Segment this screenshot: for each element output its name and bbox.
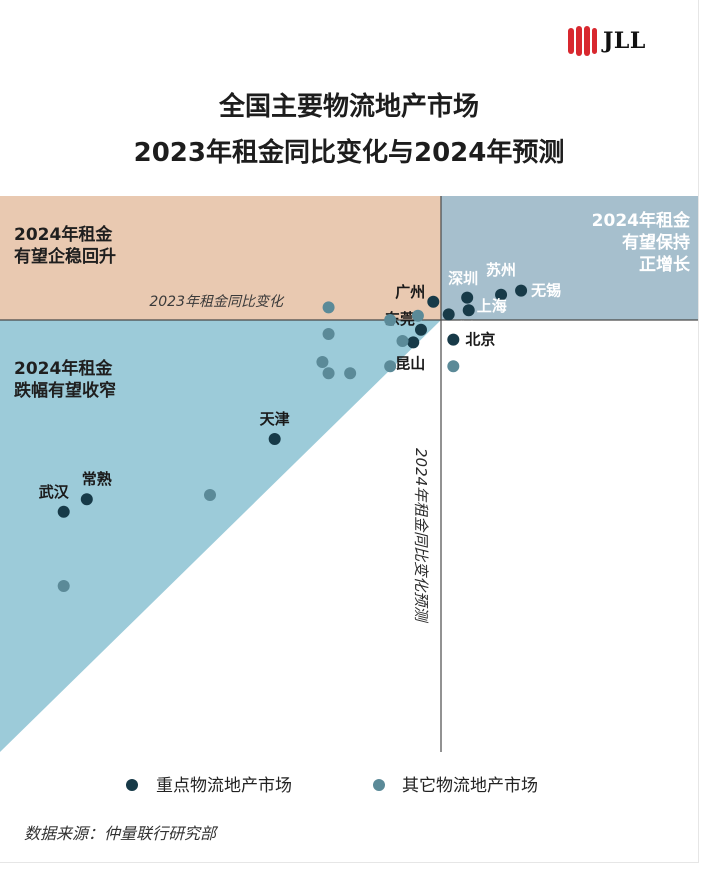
key-market-point: [515, 284, 528, 297]
key-market-point: [268, 433, 281, 445]
point-label: 苏州: [486, 261, 516, 279]
x-axis-label: 2023年租金同比变化: [149, 294, 285, 310]
other-market-point: [316, 356, 329, 368]
other-market-point: [384, 314, 397, 326]
quadrant-label-top-right-line: 正增长: [639, 254, 691, 275]
other-market-point: [396, 335, 409, 347]
other-market-point: [344, 367, 357, 380]
legend-key-dot: [126, 779, 138, 791]
point-label: 无锡: [530, 282, 561, 300]
key-market-point: [495, 288, 508, 301]
key-market-point: [461, 291, 474, 304]
quadrant-label-top-left: 2024年租金有望企稳回升: [14, 224, 116, 267]
quadrant-backgrounds: [0, 196, 698, 752]
point-label: 北京: [465, 331, 495, 349]
other-market-point: [322, 301, 335, 314]
other-market-point: [447, 360, 460, 373]
quadrant-label-top-left-line: 有望企稳回升: [14, 246, 116, 267]
scatter-plot: 2024年租金有望企稳回升2024年租金有望保持正增长2024年租金跌幅有望收窄…: [0, 196, 698, 796]
point-label: 成都: [453, 319, 483, 337]
quadrant-top-left: [0, 196, 441, 320]
other-market-point: [322, 367, 335, 380]
point-label: 昆山: [395, 354, 425, 372]
quadrant-label-top-left-line: 2024年租金: [14, 224, 113, 245]
jll-logo: JLL: [565, 24, 646, 58]
chart-card: JLL 全国主要物流地产市场 2023年租金同比变化与2024年预测 2024年…: [0, 0, 699, 863]
legend-other-label: 其它物流地产市场: [402, 776, 538, 796]
other-market-point: [384, 360, 397, 373]
other-market-point: [57, 580, 70, 592]
key-market-point: [57, 505, 70, 518]
chart-title: 全国主要物流地产市场: [218, 92, 479, 122]
source-note: 数据来源：仲量联行研究部: [24, 824, 217, 843]
quadrant-top-right: [441, 196, 698, 320]
point-label: 武汉: [39, 483, 70, 501]
quadrant-label-bottom-left: 2024年租金跌幅有望收窄: [14, 358, 116, 401]
quadrant-label-top-right-line: 有望保持: [622, 232, 690, 253]
point-label: 天津: [260, 410, 290, 428]
key-market-point: [407, 336, 420, 349]
legend-other-dot: [373, 779, 385, 791]
key-market-point: [427, 295, 440, 308]
legend-key-label: 重点物流地产市场: [156, 776, 292, 796]
quadrant-bottom-left-shaded: [0, 320, 441, 752]
quadrant-label-top-right-line: 2024年租金: [592, 210, 691, 231]
legend: 重点物流地产市场 其它物流地产市场: [126, 776, 538, 796]
logo-text: JLL: [603, 28, 646, 54]
quadrant-label-bottom-left-line: 2024年租金: [14, 358, 113, 379]
quadrant-label-bottom-left-line: 跌幅有望收窄: [14, 380, 116, 401]
key-market-point: [442, 308, 455, 321]
quadrant-label-top-right: 2024年租金有望保持正增长: [592, 210, 691, 275]
y-axis-label: 2024年租金同比变化预测: [412, 448, 430, 624]
other-market-point: [204, 489, 216, 501]
other-market-point: [322, 328, 335, 340]
jll-logo-icon: [568, 26, 597, 56]
point-label: 上海: [477, 297, 507, 315]
axes: 2023年租金同比变化 2024年租金同比变化预测: [0, 196, 698, 752]
chart-subtitle: 2023年租金同比变化与2024年预测: [133, 138, 565, 168]
point-label: 深圳: [448, 270, 478, 288]
key-market-point: [414, 323, 427, 336]
key-market-point: [462, 304, 475, 317]
point-label: 广州: [395, 283, 425, 301]
other-market-point: [411, 309, 424, 322]
key-market-point: [447, 333, 460, 346]
key-market-point: [80, 493, 93, 506]
point-label: 常熟: [82, 470, 112, 488]
